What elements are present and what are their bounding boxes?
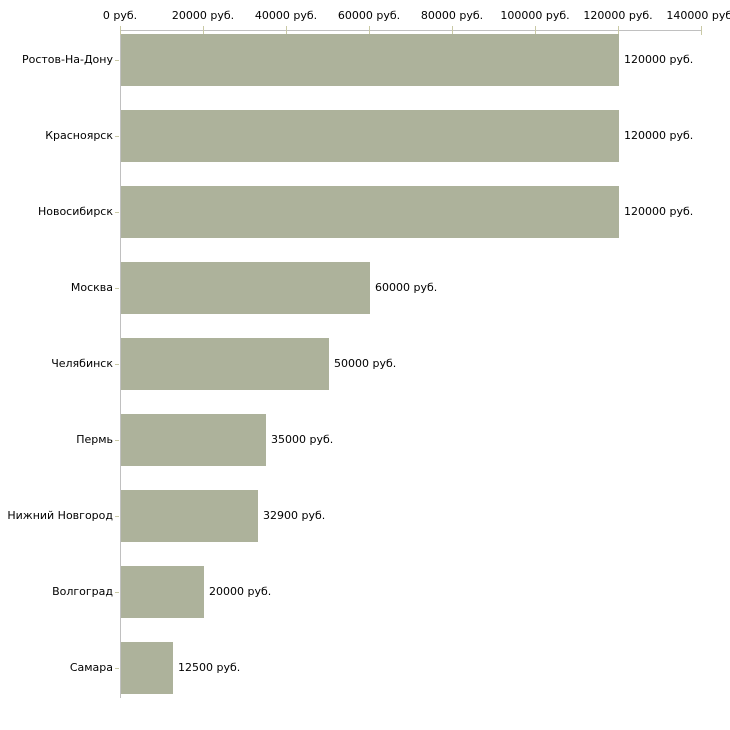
x-axis-tick	[452, 26, 453, 35]
category-label: Пермь	[76, 433, 113, 446]
category-tick	[115, 516, 119, 517]
value-label: 60000 руб.	[375, 281, 438, 294]
x-axis-tick-label: 100000 руб.	[500, 9, 570, 22]
category-tick	[115, 440, 119, 441]
x-axis-tick-label: 20000 руб.	[171, 9, 235, 22]
category-label: Нижний Новгород	[7, 509, 113, 522]
y-axis-line	[120, 30, 121, 698]
bar	[121, 34, 619, 86]
category-tick	[115, 364, 119, 365]
x-axis-tick-label: 140000 руб.	[666, 9, 730, 22]
x-axis-tick-label: 120000 руб.	[583, 9, 653, 22]
bar	[121, 338, 329, 390]
x-axis-tick	[618, 26, 619, 35]
category-label: Челябинск	[51, 357, 113, 370]
category-tick	[115, 136, 119, 137]
category-tick	[115, 288, 119, 289]
x-axis-tick	[535, 26, 536, 35]
category-label: Ростов-На-Дону	[21, 53, 113, 66]
x-axis-tick-label: 40000 руб.	[254, 9, 318, 22]
category-tick	[115, 212, 119, 213]
bar	[121, 262, 370, 314]
category-label: Красноярск	[45, 129, 113, 142]
value-label: 50000 руб.	[334, 357, 397, 370]
value-label: 12500 руб.	[178, 661, 241, 674]
value-label: 120000 руб.	[624, 205, 694, 218]
value-label: 120000 руб.	[624, 53, 694, 66]
x-axis-tick	[369, 26, 370, 35]
bar	[121, 110, 619, 162]
value-label: 120000 руб.	[624, 129, 694, 142]
x-axis-line	[120, 30, 702, 31]
value-label: 35000 руб.	[271, 433, 334, 446]
x-axis-tick-label: 80000 руб.	[420, 9, 484, 22]
x-axis-tick	[286, 26, 287, 35]
bar	[121, 642, 173, 694]
x-axis-tick-label: 0 руб.	[102, 9, 138, 22]
bar	[121, 566, 204, 618]
x-axis-tick	[203, 26, 204, 35]
x-axis-tick	[120, 26, 121, 35]
bar	[121, 186, 619, 238]
category-tick	[115, 592, 119, 593]
category-label: Волгоград	[52, 585, 113, 598]
category-label: Новосибирск	[37, 205, 113, 218]
x-axis-tick-label: 60000 руб.	[337, 9, 401, 22]
category-label: Самара	[69, 661, 113, 674]
category-label: Москва	[70, 281, 113, 294]
value-label: 32900 руб.	[263, 509, 326, 522]
value-label: 20000 руб.	[209, 585, 272, 598]
category-tick	[115, 668, 119, 669]
category-tick	[115, 60, 119, 61]
bar	[121, 490, 258, 542]
bar	[121, 414, 266, 466]
x-axis-tick	[701, 26, 702, 35]
